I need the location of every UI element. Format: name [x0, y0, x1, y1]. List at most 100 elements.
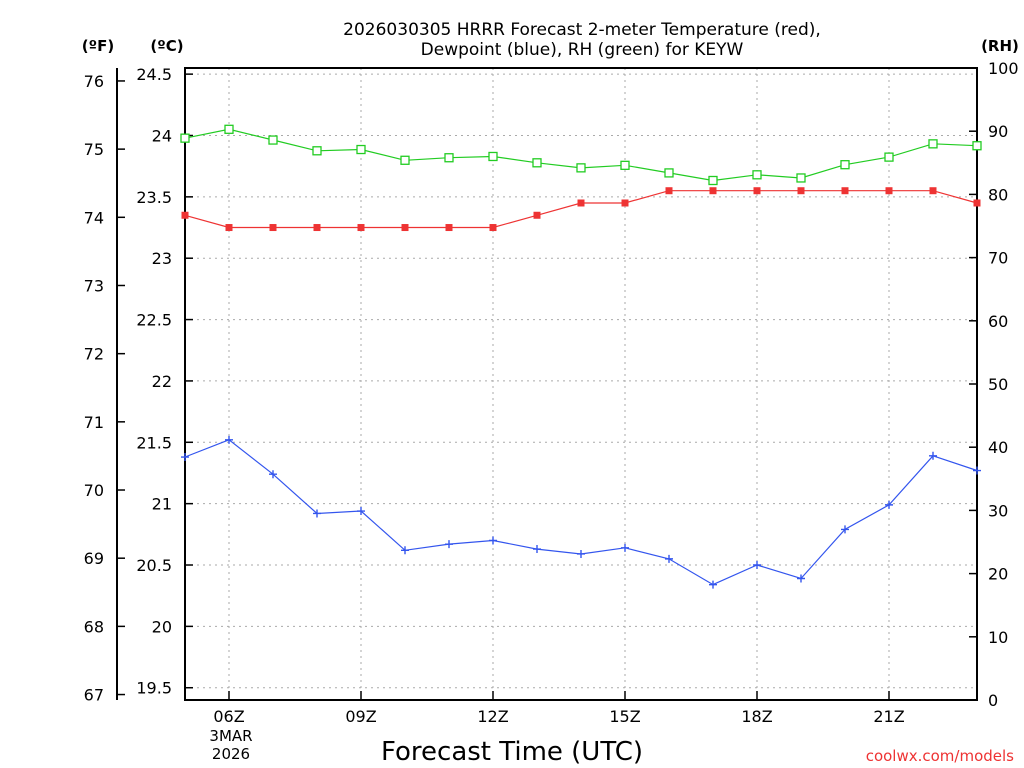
fahrenheit-tick-label: 76 [84, 72, 104, 91]
dewpoint-point [841, 525, 849, 534]
celsius-tick-label: 22.5 [136, 311, 172, 330]
fahrenheit-axis: 67 68 69 70 71 72 73 74 75 76 [84, 72, 125, 705]
celsius-tick-label: 24.5 [136, 65, 172, 84]
temperature-point [533, 211, 541, 219]
rh-tick-label: 40 [988, 438, 1008, 457]
rh-point [356, 144, 366, 155]
rh-tick-label: 100 [988, 59, 1019, 78]
dewpoint-point [621, 543, 629, 552]
dewpoint-point [445, 540, 453, 549]
rh-point [708, 175, 718, 186]
fahrenheit-tick-label: 72 [84, 345, 104, 364]
dewpoint-point [313, 509, 321, 518]
dewpoint-series [181, 435, 981, 589]
temperature-point [973, 199, 981, 207]
dewpoint-point [885, 500, 893, 509]
celsius-tick-label: 20.5 [136, 556, 172, 575]
dewpoint-point [753, 561, 761, 570]
series-layer [180, 124, 982, 589]
rh-point [224, 124, 234, 134]
dewpoint-point [665, 554, 673, 563]
rh-point [488, 151, 498, 162]
dewpoint-point [269, 470, 277, 479]
dewpoint-point [181, 453, 189, 462]
rh-point [796, 173, 806, 183]
temperature-point [357, 224, 365, 232]
rh-point [268, 135, 278, 145]
celsius-tick-label: 22 [152, 372, 172, 391]
temperature-point [269, 224, 277, 232]
rh-series [180, 124, 982, 186]
dewpoint-point [533, 545, 541, 554]
rh-line [184, 128, 978, 182]
temperature-point [709, 187, 717, 195]
rh-tick-label: 90 [988, 122, 1008, 141]
fahrenheit-tick-label: 75 [84, 140, 104, 159]
fahrenheit-tick-label: 69 [84, 549, 104, 568]
dewpoint-point [973, 466, 981, 475]
fahrenheit-axis-unit: (ºF) [82, 37, 114, 55]
rh-point [620, 160, 630, 170]
temperature-point [621, 199, 629, 207]
grid-lines [185, 68, 977, 700]
dewpoint-point [225, 435, 233, 444]
rh-point [928, 139, 938, 149]
rh-axis: 0 10 20 30 40 50 60 70 80 90 100 [969, 59, 1019, 710]
celsius-tick-label: 21.5 [136, 433, 172, 452]
dewpoint-point [401, 546, 409, 555]
celsius-axis-unit: (ºC) [150, 37, 183, 55]
rh-tick-label: 30 [988, 501, 1008, 520]
rh-tick-label: 60 [988, 312, 1008, 331]
temperature-point [841, 187, 849, 195]
fahrenheit-tick-label: 68 [84, 617, 104, 636]
temperature-point [181, 211, 189, 219]
rh-point [884, 152, 894, 162]
x-tick-label: 18Z [741, 707, 772, 726]
x-tick-label: 15Z [609, 707, 640, 726]
celsius-tick-label: 24 [152, 126, 172, 145]
rh-tick-label: 80 [988, 185, 1008, 204]
dewpoint-point [797, 574, 805, 583]
dewpoint-point [577, 549, 585, 558]
rh-point [312, 146, 322, 156]
rh-tick-label: 70 [988, 249, 1008, 268]
celsius-tick-label: 23.5 [136, 188, 172, 207]
fahrenheit-tick-label: 73 [84, 276, 104, 295]
celsius-tick-label: 23 [152, 249, 172, 268]
temperature-point [313, 224, 321, 232]
x-tick-label: 06Z [213, 707, 244, 726]
rh-point [180, 133, 190, 143]
fahrenheit-tick-label: 74 [84, 208, 104, 227]
x-tick-label: 21Z [873, 707, 904, 726]
dewpoint-point [929, 451, 937, 460]
temperature-point [401, 224, 409, 232]
dewpoint-point [489, 536, 497, 545]
temperature-point [885, 187, 893, 195]
dewpoint-line [184, 439, 978, 586]
rh-tick-label: 20 [988, 565, 1008, 584]
x-tick-label: 09Z [345, 707, 376, 726]
temperature-series [181, 187, 981, 232]
temperature-line [184, 190, 978, 229]
temperature-point [225, 224, 233, 232]
temperature-point [797, 187, 805, 195]
rh-tick-label: 50 [988, 375, 1008, 394]
temperature-point [577, 199, 585, 207]
rh-point [400, 155, 410, 165]
rh-point [840, 160, 850, 170]
dewpoint-point [357, 507, 365, 516]
celsius-tick-label: 21 [152, 495, 172, 514]
rh-point [664, 168, 674, 178]
rh-point [576, 163, 586, 173]
chart-title-line1: 2026030305 HRRR Forecast 2-meter Tempera… [343, 20, 821, 40]
date-label-day: 3MAR [209, 727, 252, 745]
temperature-point [489, 224, 497, 232]
date-label-year: 2026 [212, 745, 250, 763]
celsius-tick-label: 19.5 [136, 679, 172, 698]
temperature-point [753, 187, 761, 195]
x-tick-label: 12Z [477, 707, 508, 726]
rh-point [532, 158, 542, 168]
credit-link[interactable]: coolwx.com/models [866, 747, 1014, 765]
x-axis-title: Forecast Time (UTC) [381, 737, 643, 767]
